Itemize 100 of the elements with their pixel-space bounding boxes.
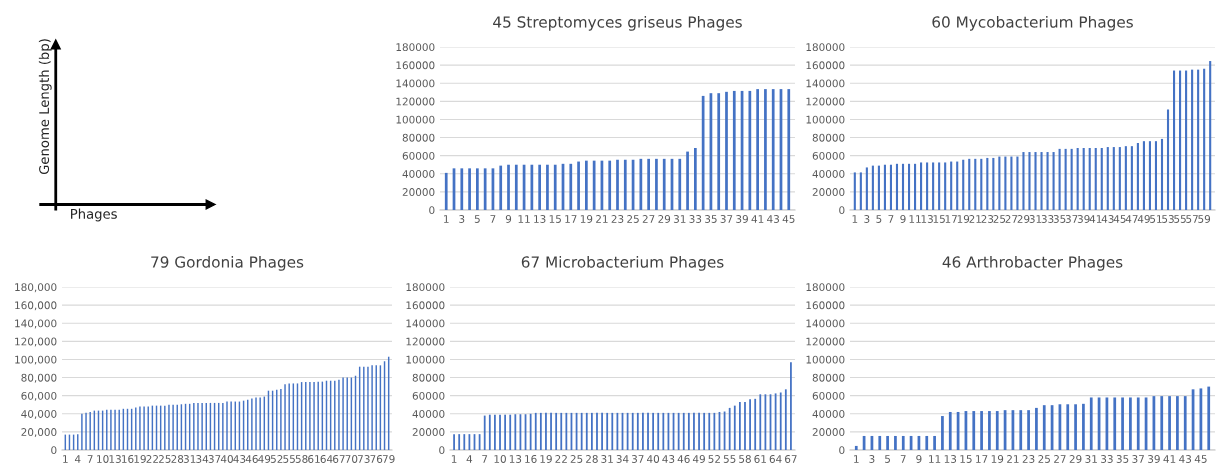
x-tick-label: 35 [1116,455,1129,463]
x-tick-label: 76 [370,455,383,463]
bar [1176,396,1179,450]
x-tick-label: 37 [208,455,221,463]
x-tick-label: 61 [754,455,766,463]
bar [968,158,971,210]
bar [956,161,959,210]
y-tick-label: 80,000 [21,373,57,383]
x-tick-label: 22 [146,455,158,463]
y-tick-label: 40000 [412,410,445,418]
x-tick-label: 45 [1113,215,1126,223]
bar [889,164,893,210]
x-tick-label: 13 [509,455,522,463]
x-tick-label: 21 [969,215,981,223]
y-tick-label: 20000 [812,428,845,436]
x-tick-label: 40 [220,455,233,463]
y-tick-label: 100000 [806,355,845,364]
y-tick-label: 100000 [406,355,445,364]
x-tick-label: 1 [852,215,858,223]
x-tick-label: 23 [981,215,994,223]
bar [933,435,936,450]
bar [662,158,666,210]
bar [1113,397,1117,450]
bar [980,158,983,210]
bar [1209,61,1212,210]
bar [1172,70,1176,210]
bar [894,435,897,450]
bar [1088,147,1091,210]
x-tick-label: 13 [944,455,957,463]
bar [1074,404,1077,450]
x-tick-label: 13 [921,215,933,223]
y-tick-label: 60000 [412,391,445,400]
bar [1121,397,1124,450]
x-tick-label: 11 [909,215,921,223]
x-tick-label: 28 [171,455,184,463]
y-tick-label: 40000 [402,170,435,178]
chart-title: 46 Arthrobacter Phages [942,255,1123,271]
bar [1197,69,1200,210]
bar [1042,405,1046,450]
x-tick-label: 29 [1017,215,1030,223]
x-tick-label: 37 [1065,215,1078,223]
bar [678,158,682,210]
x-tick-label: 4 [74,455,81,463]
x-tick-label: 22 [555,455,567,463]
bar [998,156,1001,210]
bar [1168,396,1171,450]
bar [948,411,952,450]
bar [1035,407,1038,450]
x-tick-label: 45 [782,215,795,223]
x-tick-label: 40 [647,455,660,463]
x-tick-label: 46 [245,455,258,463]
y-tick-label: 80000 [812,133,845,142]
bar [1066,404,1070,450]
y-tick-label: 60000 [402,151,435,160]
bar [1185,70,1188,210]
bar [1136,397,1140,450]
bar [859,172,862,210]
x-tick-label: 21 [596,215,608,223]
bar [1019,410,1023,450]
x-tick-label: 29 [658,215,671,223]
x-tick-label: 37 [720,215,733,223]
y-tick-label: 140,000 [15,319,57,329]
bar [980,411,983,450]
x-tick-label: 31 [1085,455,1097,463]
bar [986,157,989,210]
bar [1129,397,1132,450]
y-tick-label: 120000 [406,337,445,346]
x-tick-label: 45 [1194,455,1207,463]
x-tick-label: 31 [673,215,686,223]
bar [686,151,689,210]
x-tick-label: 27 [1054,455,1066,463]
x-tick-label: 1 [451,455,457,463]
x-tick-label: 64 [769,455,782,463]
x-tick-label: 52 [270,455,283,463]
x-tick-label: 61 [308,455,320,463]
bar [444,172,448,210]
x-tick-label: 23 [611,215,624,223]
bar [1040,152,1043,210]
x-tick-label: 37 [1132,455,1144,463]
x-tick-label: 43 [662,455,675,463]
x-tick-label: 5 [885,455,890,463]
bar [1058,148,1061,210]
bar [1076,147,1079,210]
bar [476,168,479,210]
bar [546,164,549,210]
x-tick-label: 67 [785,455,797,463]
x-tick-label: 16 [525,455,537,463]
bar [1160,396,1164,450]
bar [608,160,612,210]
y-tick-label: 180000 [806,43,845,52]
y-tick-label: 100,000 [15,355,57,365]
bar [483,168,487,210]
bar [865,167,868,210]
y-tick-label: 40,000 [21,410,57,419]
y-tick-label: 160000 [396,61,435,70]
x-tick-label: 7 [87,455,93,463]
bar [1183,396,1187,450]
x-tick-label: 15 [933,215,945,223]
bar [1064,148,1067,210]
x-tick-label: 25 [158,455,171,463]
